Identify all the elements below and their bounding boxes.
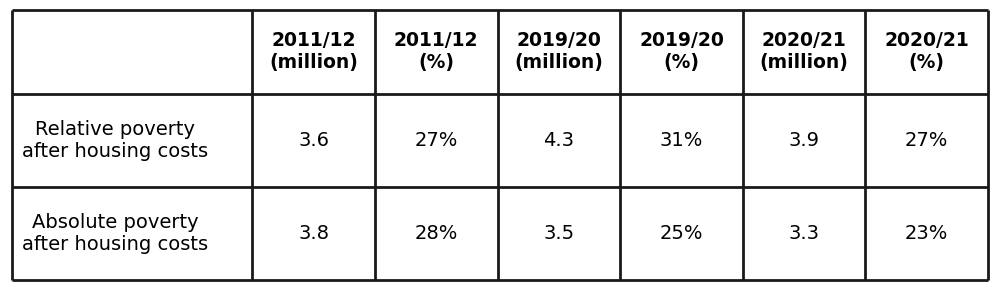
Text: 3.3: 3.3 [789, 224, 820, 243]
Text: Relative poverty
after housing costs: Relative poverty after housing costs [22, 120, 208, 161]
Text: 2020/21
(%): 2020/21 (%) [884, 31, 969, 72]
Text: 25%: 25% [660, 224, 703, 243]
Text: 31%: 31% [660, 131, 703, 150]
Text: 27%: 27% [905, 131, 948, 150]
Text: 2011/12
(million): 2011/12 (million) [269, 31, 358, 72]
Text: 23%: 23% [905, 224, 948, 243]
Text: 28%: 28% [415, 224, 458, 243]
Text: 2019/20
(million): 2019/20 (million) [514, 31, 603, 72]
Text: 4.3: 4.3 [543, 131, 574, 150]
Text: 3.9: 3.9 [789, 131, 820, 150]
Text: 2019/20
(%): 2019/20 (%) [639, 31, 724, 72]
Text: Absolute poverty
after housing costs: Absolute poverty after housing costs [22, 213, 208, 254]
Text: 2020/21
(million): 2020/21 (million) [760, 31, 849, 72]
Text: 3.8: 3.8 [298, 224, 329, 243]
Text: 3.5: 3.5 [543, 224, 574, 243]
Text: 27%: 27% [415, 131, 458, 150]
Text: 3.6: 3.6 [298, 131, 329, 150]
Text: 2011/12
(%): 2011/12 (%) [394, 31, 478, 72]
